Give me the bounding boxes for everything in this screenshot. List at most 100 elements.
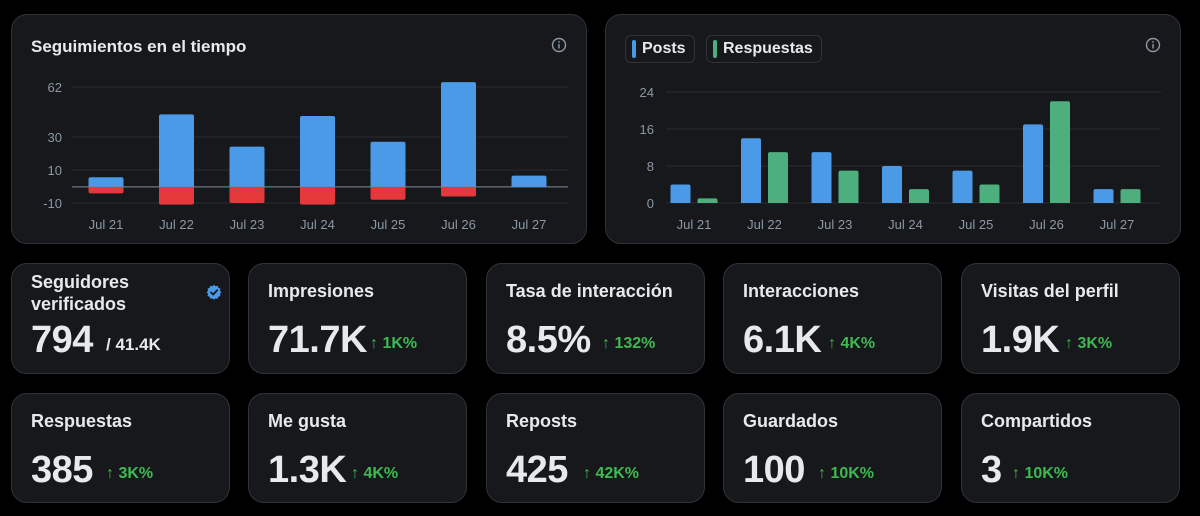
x-tick-label: Jul 21 xyxy=(89,217,124,232)
card-label: Me gusta xyxy=(268,411,347,431)
bar-respuestas xyxy=(1050,101,1070,203)
x-tick-label: Jul 25 xyxy=(371,217,406,232)
x-tick-label: Jul 24 xyxy=(300,217,335,232)
card-change: ↑ 3K% xyxy=(1065,335,1113,352)
card-impressions[interactable]: Impresiones 71.7K ↑ 1K% xyxy=(248,263,467,374)
card-profile-visits[interactable]: Visitas del perfil 1.9K ↑ 3K% xyxy=(961,263,1180,374)
legend-posts[interactable]: Posts xyxy=(625,35,695,63)
card-label: Seguidores verificados xyxy=(31,272,130,314)
card-value: 8.5% xyxy=(506,319,591,361)
bar-respuestas xyxy=(909,189,929,203)
card-bookmarks[interactable]: Guardados 100 ↑ 10K% xyxy=(723,393,942,503)
card-label: Guardados xyxy=(743,411,839,431)
verified-badge-icon xyxy=(206,284,222,300)
info-icon[interactable] xyxy=(551,37,567,53)
bar-follows-gained xyxy=(300,116,335,187)
bar-respuestas xyxy=(697,198,718,203)
respuestas-swatch xyxy=(713,40,717,58)
bar-posts xyxy=(741,138,761,203)
x-tick-label: Jul 23 xyxy=(818,217,853,232)
card-value: 794 xyxy=(31,319,93,361)
card-value: 3 xyxy=(981,449,1002,491)
bar-follows-gained xyxy=(159,114,194,187)
legend-respuestas[interactable]: Respuestas xyxy=(706,35,822,63)
card-interactions[interactable]: Interacciones 6.1K ↑ 4K% xyxy=(723,263,942,374)
bar-respuestas xyxy=(1120,189,1141,203)
card-value: 425 xyxy=(506,449,568,491)
x-tick-label: Jul 25 xyxy=(959,217,994,232)
bar-follows-gained xyxy=(229,146,265,187)
bar-respuestas xyxy=(979,184,1000,203)
card-label: Respuestas xyxy=(31,411,133,431)
x-tick-label: Jul 26 xyxy=(1029,217,1064,232)
bar-follows-gained xyxy=(88,177,124,187)
follows-chart-title: Seguimientos en el tiempo xyxy=(31,37,247,56)
info-icon[interactable] xyxy=(1145,37,1161,53)
card-value: 71.7K xyxy=(268,319,367,361)
bar-follows-gained xyxy=(511,175,547,187)
follows-chart-plot: 62 30 10 -10 Jul 21 Jul 22 Jul 23 Jul 24 Jul 25 J… xyxy=(43,80,568,232)
y-tick-label: 62 xyxy=(48,80,62,95)
card-verified-followers[interactable]: Seguidores verificados 794 / 41.4K xyxy=(11,263,230,374)
x-tick-label: Jul 26 xyxy=(441,217,476,232)
bar-posts xyxy=(952,170,973,203)
y-tick-label: 30 xyxy=(48,130,62,145)
bar-posts xyxy=(1093,189,1114,203)
card-change: ↑ 132% xyxy=(602,335,656,352)
card-label: Impresiones xyxy=(268,281,375,301)
y-tick-label: 16 xyxy=(640,122,654,137)
bar-follows-gained xyxy=(441,82,476,187)
bar-follows-lost xyxy=(300,186,335,205)
engagement-chart-plot: 24 16 8 0 Jul 21 Jul 22 Jul 23 Jul 24 Jul 25 Jul … xyxy=(640,85,1161,232)
card-change: ↑ 42K% xyxy=(583,465,640,482)
bar-posts xyxy=(670,184,691,203)
card-value: 100 xyxy=(743,449,805,491)
card-label: Reposts xyxy=(506,411,578,431)
legend-respuestas-label: Respuestas xyxy=(723,40,813,57)
bar-follows-lost xyxy=(370,186,406,200)
card-shares[interactable]: Compartidos 3 ↑ 10K% xyxy=(961,393,1180,503)
bar-follows-lost xyxy=(159,186,194,205)
y-tick-label: 24 xyxy=(640,85,654,100)
card-replies[interactable]: Respuestas 385 ↑ 3K% xyxy=(11,393,230,503)
bar-posts xyxy=(1023,124,1043,203)
x-tick-label: Jul 21 xyxy=(677,217,712,232)
x-tick-label: Jul 24 xyxy=(888,217,923,232)
bar-posts xyxy=(811,152,832,203)
card-value: 1.3K xyxy=(268,449,347,491)
bar-respuestas xyxy=(768,152,788,203)
x-tick-label: Jul 22 xyxy=(159,217,194,232)
posts-swatch xyxy=(632,40,636,58)
bar-respuestas xyxy=(838,170,859,203)
bar-follows-lost xyxy=(441,186,476,197)
bar-follows-lost xyxy=(229,186,265,203)
card-total: / 41.4K xyxy=(106,335,161,354)
y-tick-label: 0 xyxy=(647,196,654,211)
card-reposts[interactable]: Reposts 425 ↑ 42K% xyxy=(486,393,705,503)
y-tick-label: 10 xyxy=(48,163,62,178)
card-value: 385 xyxy=(31,449,93,491)
legend-posts-label: Posts xyxy=(642,40,686,57)
card-value: 6.1K xyxy=(743,319,822,361)
engagement-chart-panel: Posts Respuestas 24 16 8 0 Jul 21 Jul 22 Jul 2… xyxy=(605,14,1181,244)
card-label: Interacciones xyxy=(743,281,860,301)
follows-chart-panel: Seguimientos en el tiempo 62 30 10 -10 Jul 2… xyxy=(11,14,587,244)
card-change: ↑ 10K% xyxy=(818,465,875,482)
card-label: Visitas del perfil xyxy=(981,281,1119,301)
card-change: ↑ 4K% xyxy=(828,335,876,352)
x-tick-label: Jul 22 xyxy=(747,217,782,232)
card-change: ↑ 10K% xyxy=(1012,465,1069,482)
card-change: ↑ 1K% xyxy=(370,335,418,352)
x-tick-label: Jul 23 xyxy=(230,217,265,232)
bar-follows-lost xyxy=(88,186,124,194)
y-tick-label: 8 xyxy=(647,159,654,174)
card-label: Compartidos xyxy=(981,411,1093,431)
card-label: Tasa de interacción xyxy=(506,281,673,301)
card-engagement-rate[interactable]: Tasa de interacción 8.5% ↑ 132% xyxy=(486,263,705,374)
bar-follows-gained xyxy=(370,141,406,187)
card-likes[interactable]: Me gusta 1.3K ↑ 4K% xyxy=(248,393,467,503)
card-change: ↑ 4K% xyxy=(351,465,399,482)
x-tick-label: Jul 27 xyxy=(512,217,547,232)
card-value: 1.9K xyxy=(981,319,1060,361)
card-change: ↑ 3K% xyxy=(106,465,154,482)
